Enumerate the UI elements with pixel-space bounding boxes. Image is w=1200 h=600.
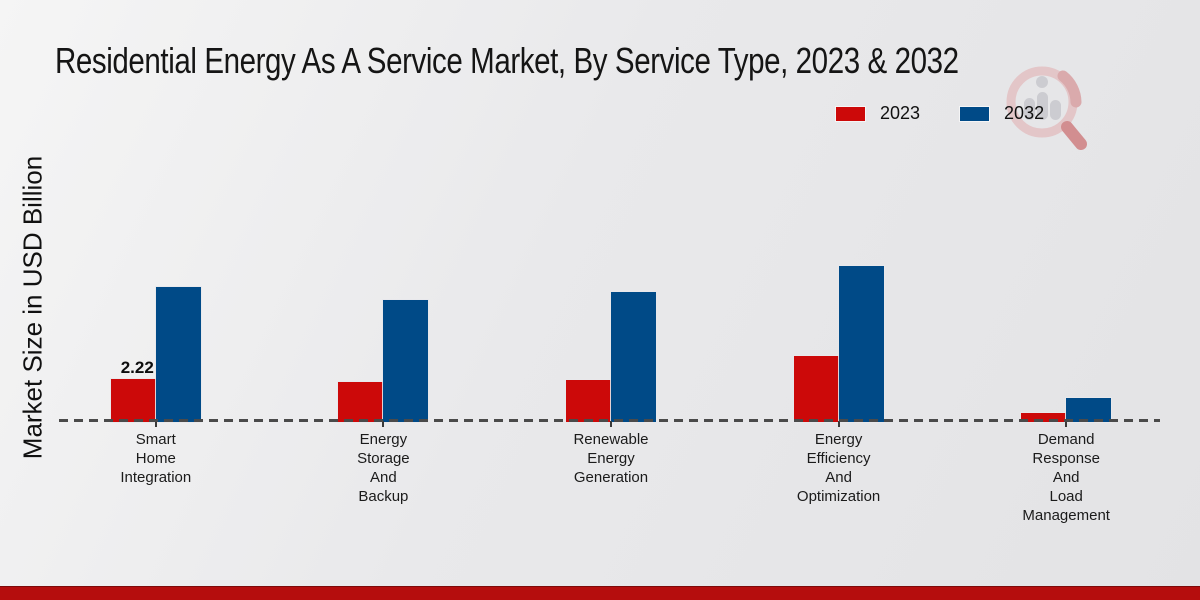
- legend-label-2023: 2023: [880, 103, 921, 123]
- bar-group-demand-response-and-load-management: [952, 262, 1180, 422]
- bar-group-energy-efficiency-and-optimization: [725, 262, 953, 422]
- legend-item-2023: 2023: [836, 103, 920, 124]
- bar-group-smart-home-integration: 2.22: [42, 262, 270, 422]
- data-label-2023-smart-home-integration: 2.22: [120, 358, 154, 377]
- x-axis-tick-energy-efficiency-and-optimization: [837, 421, 840, 427]
- baseline-dashed: [59, 419, 1160, 422]
- x-axis-tick-energy-storage-and-backup: [382, 421, 385, 427]
- bar-2023-energy-storage-and-backup: [338, 382, 384, 422]
- category-label-renewable-energy-generation: Renewable Energy Generation: [573, 431, 649, 486]
- legend: 2023 2032: [836, 103, 1044, 124]
- bar-group-energy-storage-and-backup: [270, 262, 498, 422]
- legend-label-2032: 2032: [1004, 103, 1045, 123]
- category-label-smart-home-integration: Smart Home Integration: [120, 431, 192, 486]
- chart-title: Residential Energy As A Service Market, …: [55, 40, 959, 81]
- category-label-energy-efficiency-and-optimization: Energy Efficiency And Optimization: [796, 431, 881, 505]
- bar-group-renewable-energy-generation: [497, 262, 725, 422]
- bar-chart-magnifier-logo-icon: [1006, 66, 1087, 150]
- category-label-energy-storage-and-backup: Energy Storage And Backup: [357, 431, 410, 505]
- bar-2032-renewable-energy-generation: [610, 292, 656, 422]
- bar-2032-energy-efficiency-and-optimization: [838, 266, 884, 422]
- legend-swatch-2032-icon: [960, 106, 990, 121]
- x-axis-tick-demand-response-and-load-management: [1065, 421, 1068, 427]
- bar-2023-smart-home-integration: 2.22: [110, 358, 156, 422]
- x-axis-tick-renewable-energy-generation: [610, 421, 612, 427]
- bar-2032-energy-storage-and-backup: [383, 300, 429, 422]
- legend-item-2032: 2032: [960, 103, 1044, 124]
- x-axis-tick-smart-home-integration: [154, 421, 157, 427]
- legend-swatch-2023-icon: [836, 106, 865, 121]
- bar-2023-demand-response-and-load-management: [1021, 413, 1067, 422]
- category-label-demand-response-and-load-management: Demand Response And Load Management: [1022, 431, 1110, 524]
- bar-2032-demand-response-and-load-management: [1066, 398, 1112, 422]
- bar-2032-smart-home-integration: [155, 287, 201, 422]
- footer-stripe: [0, 586, 1200, 600]
- bar-2023-energy-efficiency-and-optimization: [793, 356, 839, 422]
- bar-2023-renewable-energy-generation: [565, 380, 611, 422]
